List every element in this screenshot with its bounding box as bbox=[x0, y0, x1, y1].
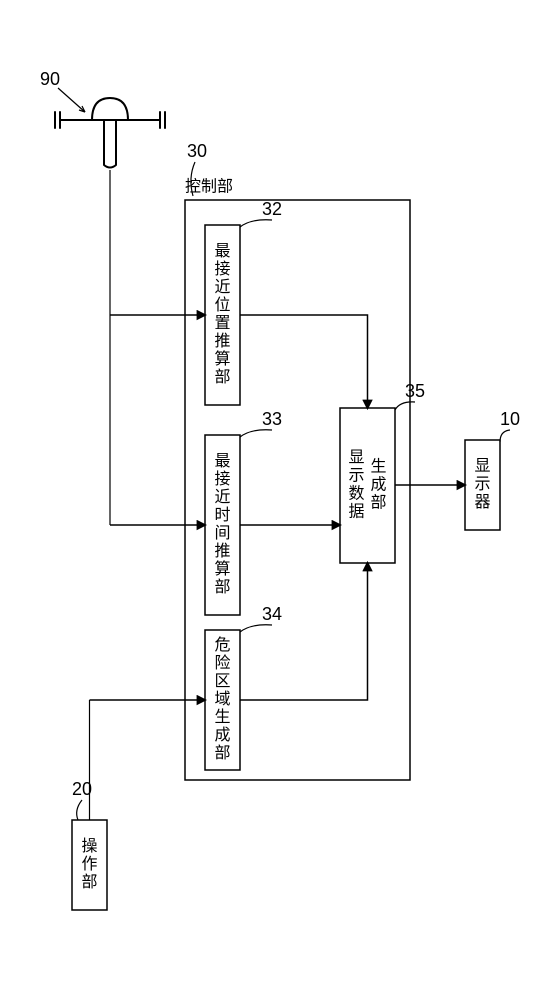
label-b32: 最接近位置推算部 bbox=[214, 243, 230, 386]
lead-34 bbox=[240, 625, 272, 632]
ref-33: 33 bbox=[262, 409, 282, 429]
lead-32 bbox=[240, 220, 272, 227]
label-b33: 最接近时间推算部 bbox=[214, 453, 230, 596]
ref-35: 35 bbox=[405, 381, 425, 401]
label-b35-1: 显示数据 bbox=[348, 449, 364, 520]
antenna-mast bbox=[104, 120, 116, 168]
label-b34: 危险区域生成部 bbox=[214, 636, 230, 762]
lead-35 bbox=[395, 402, 415, 410]
ref-30: 30 bbox=[187, 141, 207, 161]
antenna-dome bbox=[92, 98, 128, 120]
ref-32: 32 bbox=[262, 199, 282, 219]
label-b20: 操作部 bbox=[81, 837, 97, 891]
lead-10 bbox=[500, 430, 510, 442]
ref-34: 34 bbox=[262, 604, 282, 624]
lead-20 bbox=[77, 800, 82, 820]
antenna-cap-r bbox=[160, 112, 165, 128]
antenna-cap-l bbox=[55, 112, 60, 128]
ref-90: 90 bbox=[40, 69, 60, 89]
lead-33 bbox=[240, 430, 272, 437]
lead-90 bbox=[58, 88, 85, 112]
arrow-34-35 bbox=[240, 563, 368, 700]
arrow-32-35 bbox=[240, 315, 368, 408]
label-b10: 显示器 bbox=[474, 458, 490, 511]
label-b35-2: 生成部 bbox=[370, 457, 386, 511]
ref-10: 10 bbox=[500, 409, 520, 429]
